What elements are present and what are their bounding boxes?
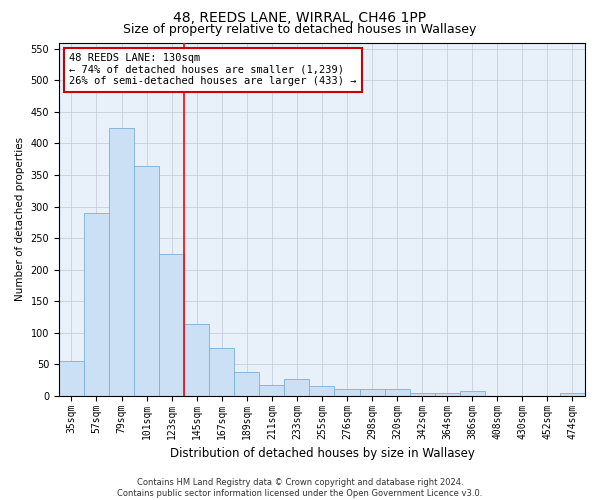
- Bar: [410, 392, 434, 396]
- Bar: [560, 394, 585, 396]
- Bar: [434, 394, 460, 396]
- Bar: [334, 390, 359, 396]
- Bar: [385, 390, 410, 396]
- Bar: [159, 254, 184, 396]
- Bar: [310, 386, 334, 396]
- Bar: [184, 324, 209, 396]
- X-axis label: Distribution of detached houses by size in Wallasey: Distribution of detached houses by size …: [170, 447, 475, 460]
- Bar: [84, 213, 109, 396]
- Bar: [284, 378, 310, 396]
- Bar: [209, 348, 234, 396]
- Text: 48, REEDS LANE, WIRRAL, CH46 1PP: 48, REEDS LANE, WIRRAL, CH46 1PP: [173, 11, 427, 25]
- Bar: [109, 128, 134, 396]
- Bar: [134, 166, 159, 396]
- Bar: [59, 361, 84, 396]
- Y-axis label: Number of detached properties: Number of detached properties: [15, 137, 25, 301]
- Text: Contains HM Land Registry data © Crown copyright and database right 2024.
Contai: Contains HM Land Registry data © Crown c…: [118, 478, 482, 498]
- Text: 48 REEDS LANE: 130sqm
← 74% of detached houses are smaller (1,239)
26% of semi-d: 48 REEDS LANE: 130sqm ← 74% of detached …: [70, 53, 357, 86]
- Bar: [234, 372, 259, 396]
- Text: Size of property relative to detached houses in Wallasey: Size of property relative to detached ho…: [124, 22, 476, 36]
- Bar: [359, 390, 385, 396]
- Bar: [460, 392, 485, 396]
- Bar: [259, 385, 284, 396]
